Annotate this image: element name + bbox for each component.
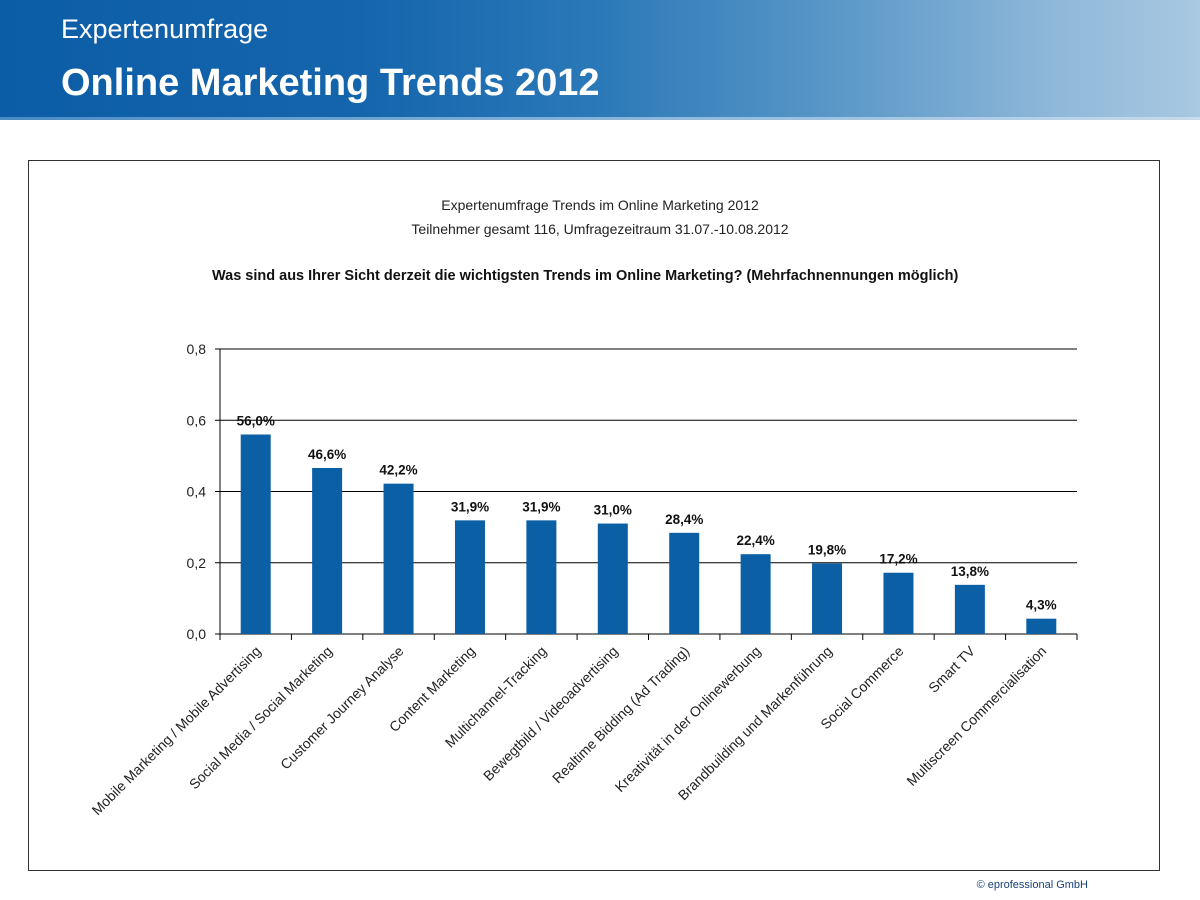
- bar: [597, 523, 628, 634]
- data-label: 31,0%: [594, 503, 632, 518]
- header-title: Online Marketing Trends 2012: [61, 62, 600, 104]
- data-label: 46,6%: [308, 447, 346, 462]
- bar: [740, 554, 771, 634]
- data-label: 42,2%: [379, 463, 417, 478]
- x-tick-label: Social Media / Social Marketing: [186, 643, 335, 792]
- bar: [312, 467, 343, 634]
- data-label: 17,2%: [879, 552, 917, 567]
- x-tick-label: Brandbuilding und Markenführung: [675, 643, 835, 803]
- y-tick-label: 0,0: [187, 626, 207, 642]
- chart-question: Was sind aus Ihrer Sicht derzeit die wic…: [212, 268, 959, 284]
- copyright: © eprofessional GmbH: [976, 879, 1088, 891]
- bar: [954, 584, 985, 634]
- bar: [383, 483, 414, 634]
- chart-frame: [28, 160, 1160, 871]
- x-tick-label: Bewegtbild / Videoadvertising: [480, 643, 621, 784]
- data-label: 31,9%: [451, 499, 489, 514]
- data-label: 22,4%: [736, 533, 774, 548]
- x-tick-label: Smart TV: [925, 642, 978, 695]
- data-label: 4,3%: [1026, 598, 1057, 613]
- bar: [526, 520, 557, 634]
- bar: [883, 572, 914, 634]
- data-label: 19,8%: [808, 542, 846, 557]
- bar: [240, 434, 271, 634]
- bar: [669, 532, 700, 634]
- x-tick-label: Kreativität in der Onlinewerbung: [612, 643, 764, 795]
- bar: [812, 563, 843, 634]
- data-label: 56,0%: [237, 414, 275, 429]
- header-subtitle: Expertenumfrage: [61, 14, 269, 44]
- bar: [1026, 618, 1057, 634]
- chart-title: Expertenumfrage Trends im Online Marketi…: [441, 197, 759, 213]
- header-banner: Expertenumfrage Online Marketing Trends …: [0, 0, 1200, 117]
- y-tick-label: 0,8: [187, 341, 207, 357]
- bar: [454, 520, 485, 634]
- x-tick-label: Customer Journey Analyse: [277, 643, 407, 773]
- data-label: 13,8%: [951, 564, 989, 579]
- y-tick-label: 0,4: [187, 484, 207, 500]
- header-divider: [0, 117, 1200, 120]
- x-tick-label: Realtime Bidding (Ad Trading): [549, 643, 692, 786]
- data-label: 28,4%: [665, 512, 703, 527]
- chart-subtitle: Teilnehmer gesamt 116, Umfragezeitraum 3…: [411, 221, 789, 237]
- data-label: 31,9%: [522, 499, 560, 514]
- x-tick-label: Multiscreen Commercialisation: [903, 643, 1049, 789]
- y-tick-label: 0,6: [187, 412, 207, 428]
- y-tick-label: 0,2: [187, 555, 207, 571]
